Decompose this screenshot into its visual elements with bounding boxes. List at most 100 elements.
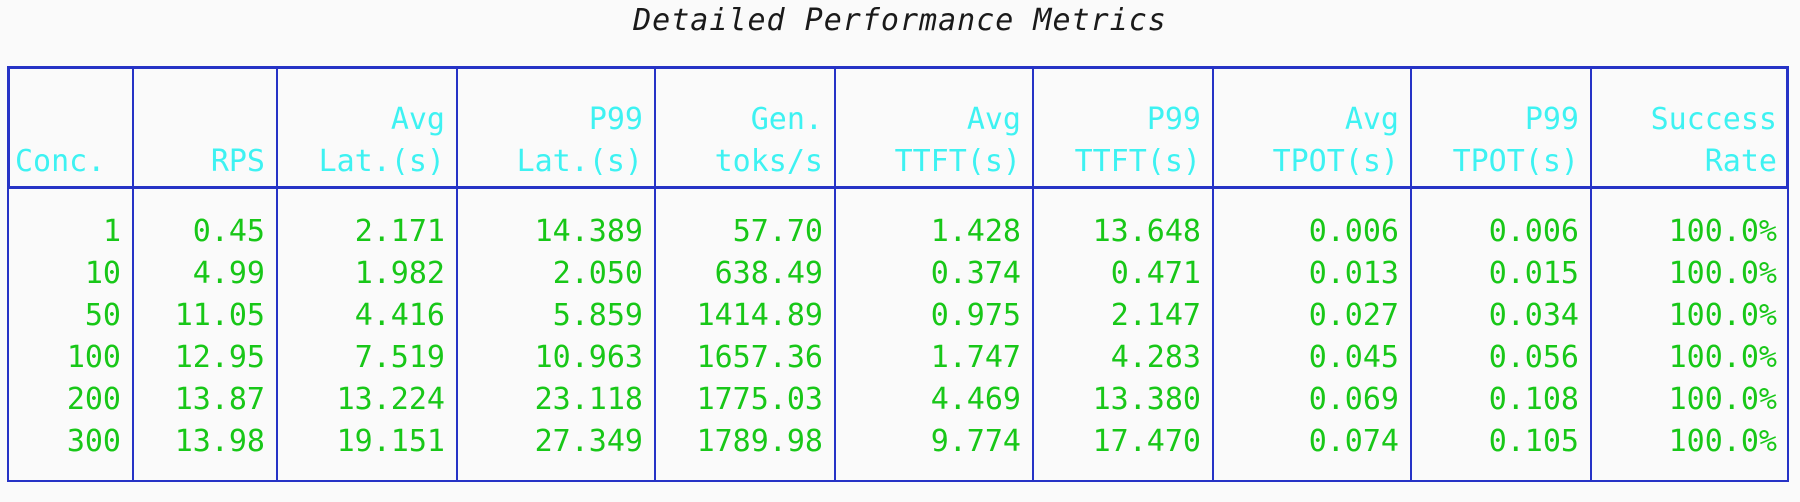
column-header-rps: RPS bbox=[133, 83, 277, 183]
column-divider bbox=[1032, 66, 1034, 482]
data-column-p99_tpot: 0.006 0.015 0.034 0.056 0.108 0.105 bbox=[1411, 211, 1591, 463]
table-cell: 100.0% bbox=[1668, 256, 1777, 291]
column-header-line2: toks/s bbox=[714, 144, 823, 179]
table-cell: 0.108 bbox=[1488, 382, 1579, 417]
table-cell: 57.70 bbox=[732, 214, 823, 249]
column-divider bbox=[1410, 66, 1412, 482]
table-cell: 4.416 bbox=[354, 298, 445, 333]
table-cell: 100.0% bbox=[1668, 382, 1777, 417]
table-cell: 0.069 bbox=[1308, 382, 1399, 417]
column-divider bbox=[834, 66, 836, 482]
column-header-line1: P99 bbox=[588, 102, 643, 137]
data-column-avg_lat: 2.171 1.982 4.416 7.519 13.224 19.151 bbox=[277, 211, 457, 463]
table-cell: 0.013 bbox=[1308, 256, 1399, 291]
column-header-avg_lat: Avg Lat.(s) bbox=[277, 83, 457, 183]
table-cell: 0.975 bbox=[930, 298, 1021, 333]
column-header-line2: TPOT(s) bbox=[1452, 144, 1579, 179]
table-cell: 0.015 bbox=[1488, 256, 1579, 291]
table-cell: 0.056 bbox=[1488, 340, 1579, 375]
column-divider bbox=[456, 66, 458, 482]
table-cell: 10 bbox=[84, 256, 121, 291]
column-header-conc: Conc. bbox=[7, 83, 133, 183]
column-header-line1 bbox=[15, 99, 133, 141]
column-divider bbox=[1212, 66, 1214, 482]
table-cell: 50 bbox=[84, 298, 121, 333]
table-cell: 2.050 bbox=[552, 256, 643, 291]
table-cell: 0.034 bbox=[1488, 298, 1579, 333]
table-cell: 1414.89 bbox=[696, 298, 823, 333]
table-cell: 0.45 bbox=[192, 214, 265, 249]
table-cell: 5.859 bbox=[552, 298, 643, 333]
table-cell: 100.0% bbox=[1668, 340, 1777, 375]
table-cell: 0.027 bbox=[1308, 298, 1399, 333]
table-cell: 200 bbox=[66, 382, 121, 417]
table-cell: 0.105 bbox=[1488, 424, 1579, 459]
table-cell: 23.118 bbox=[534, 382, 643, 417]
column-divider bbox=[654, 66, 656, 482]
data-column-gen_toks: 57.70 638.49 1414.89 1657.36 1775.03 1789.98 bbox=[655, 211, 835, 463]
table-cell: 4.469 bbox=[930, 382, 1021, 417]
column-header-p99_tpot: P99 TPOT(s) bbox=[1411, 83, 1591, 183]
column-header-line2: TTFT(s) bbox=[1074, 144, 1201, 179]
column-header-p99_ttft: P99 TTFT(s) bbox=[1033, 83, 1213, 183]
table-cell: 0.471 bbox=[1110, 256, 1201, 291]
table-cell: 1.747 bbox=[930, 340, 1021, 375]
table-cell: 0.006 bbox=[1488, 214, 1579, 249]
table-cell: 0.374 bbox=[930, 256, 1021, 291]
table-cell: 9.774 bbox=[930, 424, 1021, 459]
column-header-line1: Avg bbox=[390, 102, 445, 137]
column-header-line1: Gen. bbox=[750, 102, 823, 137]
column-header-line2: RPS bbox=[210, 144, 265, 179]
column-header-line1: Success bbox=[1650, 102, 1777, 137]
table-cell: 100.0% bbox=[1668, 298, 1777, 333]
column-header-line1: Avg bbox=[966, 102, 1021, 137]
column-divider bbox=[276, 66, 278, 482]
column-header-line2: TTFT(s) bbox=[894, 144, 1021, 179]
data-column-conc: 1 10 50 100 200 300 bbox=[7, 211, 133, 463]
data-column-rps: 0.45 4.99 11.05 12.95 13.87 13.98 bbox=[133, 211, 277, 463]
table-cell: 1.982 bbox=[354, 256, 445, 291]
table-cell: 17.470 bbox=[1092, 424, 1201, 459]
table-cell: 300 bbox=[66, 424, 121, 459]
data-column-p99_ttft: 13.648 0.471 2.147 4.283 13.380 17.470 bbox=[1033, 211, 1213, 463]
table-cell: 100.0% bbox=[1668, 424, 1777, 459]
table-cell: 12.95 bbox=[174, 340, 265, 375]
column-header-avg_ttft: Avg TTFT(s) bbox=[835, 83, 1033, 183]
table-cell: 0.006 bbox=[1308, 214, 1399, 249]
column-divider bbox=[132, 66, 134, 482]
table-header-band bbox=[7, 66, 1789, 189]
table-cell: 638.49 bbox=[714, 256, 823, 291]
table-cell: 13.380 bbox=[1092, 382, 1201, 417]
column-header-success: Success Rate bbox=[1591, 83, 1789, 183]
table-cell: 0.074 bbox=[1308, 424, 1399, 459]
table-cell: 1 bbox=[102, 214, 121, 249]
column-header-line1: P99 bbox=[1524, 102, 1579, 137]
table-cell: 13.224 bbox=[336, 382, 445, 417]
table-cell: 11.05 bbox=[174, 298, 265, 333]
table-cell: 14.389 bbox=[534, 214, 643, 249]
table-cell: 19.151 bbox=[336, 424, 445, 459]
column-header-line1: P99 bbox=[1146, 102, 1201, 137]
table-cell: 13.648 bbox=[1092, 214, 1201, 249]
column-header-line2: Rate bbox=[1704, 144, 1777, 179]
table-cell: 1.428 bbox=[930, 214, 1021, 249]
column-header-line2: Lat.(s) bbox=[318, 144, 445, 179]
table-cell: 13.87 bbox=[174, 382, 265, 417]
page-title: Detailed Performance Metrics bbox=[633, 3, 1167, 38]
table-cell: 1775.03 bbox=[696, 382, 823, 417]
column-header-line2: Lat.(s) bbox=[516, 144, 643, 179]
data-column-success: 100.0% 100.0% 100.0% 100.0% 100.0% 100.0% bbox=[1591, 211, 1789, 463]
column-header-line2: TPOT(s) bbox=[1272, 144, 1399, 179]
table-cell: 27.349 bbox=[534, 424, 643, 459]
table-cell: 13.98 bbox=[174, 424, 265, 459]
data-column-p99_lat: 14.389 2.050 5.859 10.963 23.118 27.349 bbox=[457, 211, 655, 463]
table-cell: 10.963 bbox=[534, 340, 643, 375]
data-column-avg_ttft: 1.428 0.374 0.975 1.747 4.469 9.774 bbox=[835, 211, 1033, 463]
column-header-gen_toks: Gen. toks/s bbox=[655, 83, 835, 183]
table-cell: 100 bbox=[66, 340, 121, 375]
column-header-line1: Avg bbox=[1344, 102, 1399, 137]
column-header-line2: Conc. bbox=[15, 144, 106, 179]
table-cell: 7.519 bbox=[354, 340, 445, 375]
column-header-avg_tpot: Avg TPOT(s) bbox=[1213, 83, 1411, 183]
table-cell: 2.171 bbox=[354, 214, 445, 249]
